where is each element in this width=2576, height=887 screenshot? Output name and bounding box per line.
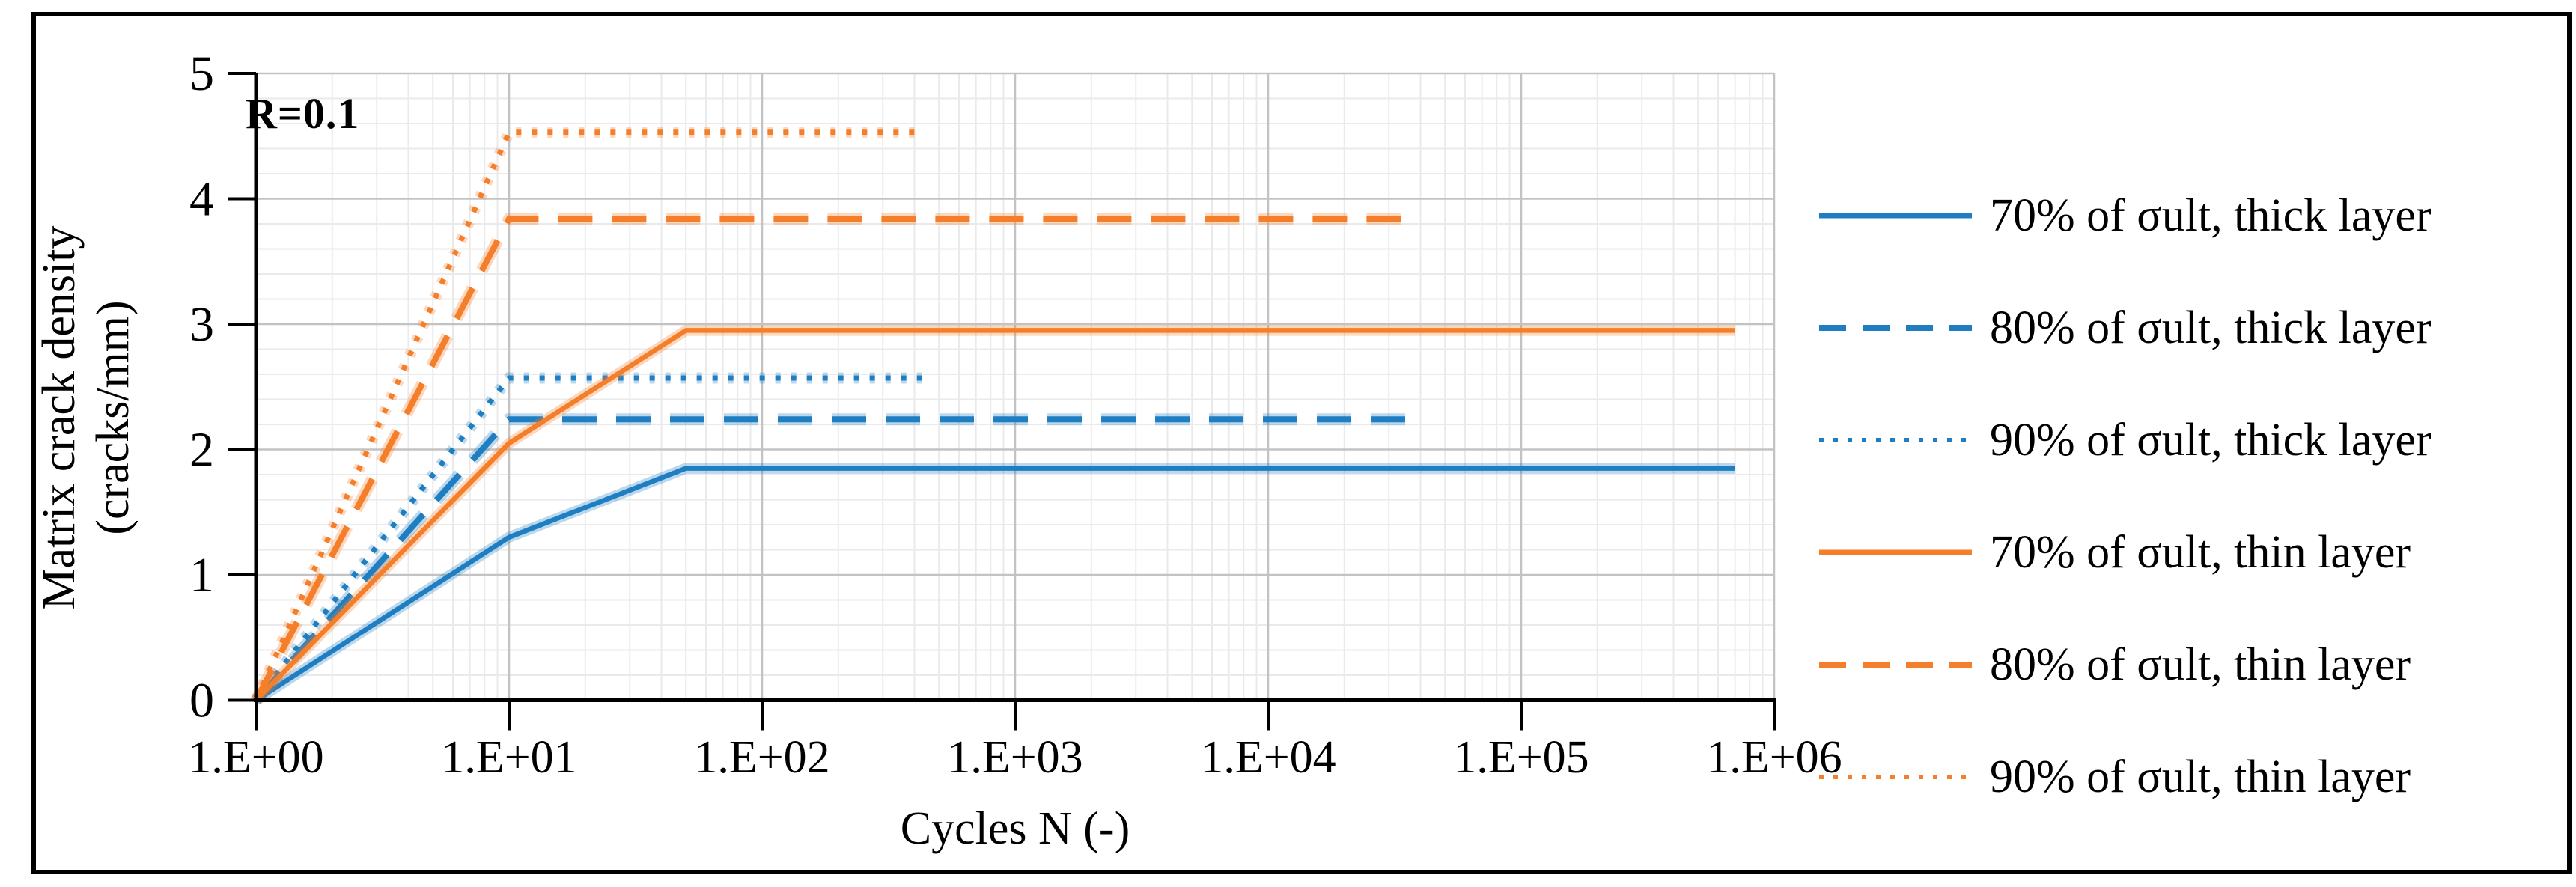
y-tick-label: 3: [189, 297, 214, 352]
series-line: [253, 129, 923, 701]
x-axis-title: Cycles N (-): [900, 803, 1130, 854]
legend-label: 80% of σult, thin layer: [1990, 638, 2411, 690]
legend-sample-dashed-line: [1819, 325, 1972, 331]
y-axis-title-line2: (cracks/mm): [88, 300, 138, 535]
legend-sample-solid-line: [1819, 549, 1972, 555]
x-tick-label: 1.E+05: [1453, 732, 1589, 783]
legend-sample-dotted-line: [1819, 775, 1972, 779]
legend-item: 80% of σult, thick layer: [1818, 272, 2432, 384]
legend-item: 80% of σult, thin layer: [1818, 609, 2432, 721]
legend-item: 90% of σult, thick layer: [1818, 384, 2432, 496]
legend-label: 90% of σult, thick layer: [1990, 414, 2432, 466]
series-line: [253, 216, 1415, 702]
legend: 70% of σult, thick layer 80% of σult, thi…: [1818, 159, 2432, 833]
y-tick-label: 5: [189, 46, 214, 101]
legend-item: 70% of σult, thin layer: [1818, 496, 2432, 609]
x-tick-label: 1.E+03: [947, 732, 1083, 783]
figure-frame: [31, 12, 2572, 874]
y-tick-label: 1: [189, 548, 214, 603]
series-halo: [253, 463, 1735, 705]
legend-item: 90% of σult, thin layer: [1818, 721, 2432, 833]
y-axis-title: Matrix crack density (cracks/mm): [32, 103, 140, 732]
series-halo: [250, 213, 1415, 704]
y-axis-title-line1: Matrix crack density: [34, 225, 85, 610]
series-line: [255, 466, 1735, 703]
x-tick-label: 1.E+00: [188, 732, 323, 783]
annotation-r-value: R=0.1: [246, 89, 360, 138]
series-halo: [252, 413, 1415, 704]
y-tick-label: 2: [189, 423, 214, 478]
x-tick-label: 1.E+04: [1200, 732, 1336, 783]
y-tick-label: 4: [189, 172, 214, 227]
legend-sample-dotted-line: [1819, 438, 1972, 442]
series-halo: [252, 372, 928, 704]
legend-item: 70% of σult, thick layer: [1818, 159, 2432, 272]
legend-label: 70% of σult, thick layer: [1990, 189, 2432, 241]
x-tick-label: 1.E+01: [441, 732, 576, 783]
series-halo: [252, 325, 1735, 704]
series-line: [254, 375, 928, 702]
legend-label: 80% of σult, thick layer: [1990, 302, 2432, 353]
series-line: [254, 416, 1415, 703]
legend-sample-solid-line: [1819, 213, 1972, 219]
x-tick-label: 1.E+06: [1706, 732, 1842, 783]
legend-label: 90% of σult, thin layer: [1990, 751, 2411, 802]
x-tick-label: 1.E+02: [694, 732, 829, 783]
legend-sample-dashed-line: [1819, 662, 1972, 668]
y-tick-label: 0: [189, 674, 214, 728]
legend-label: 70% of σult, thin layer: [1990, 526, 2411, 578]
series-line: [254, 328, 1735, 702]
